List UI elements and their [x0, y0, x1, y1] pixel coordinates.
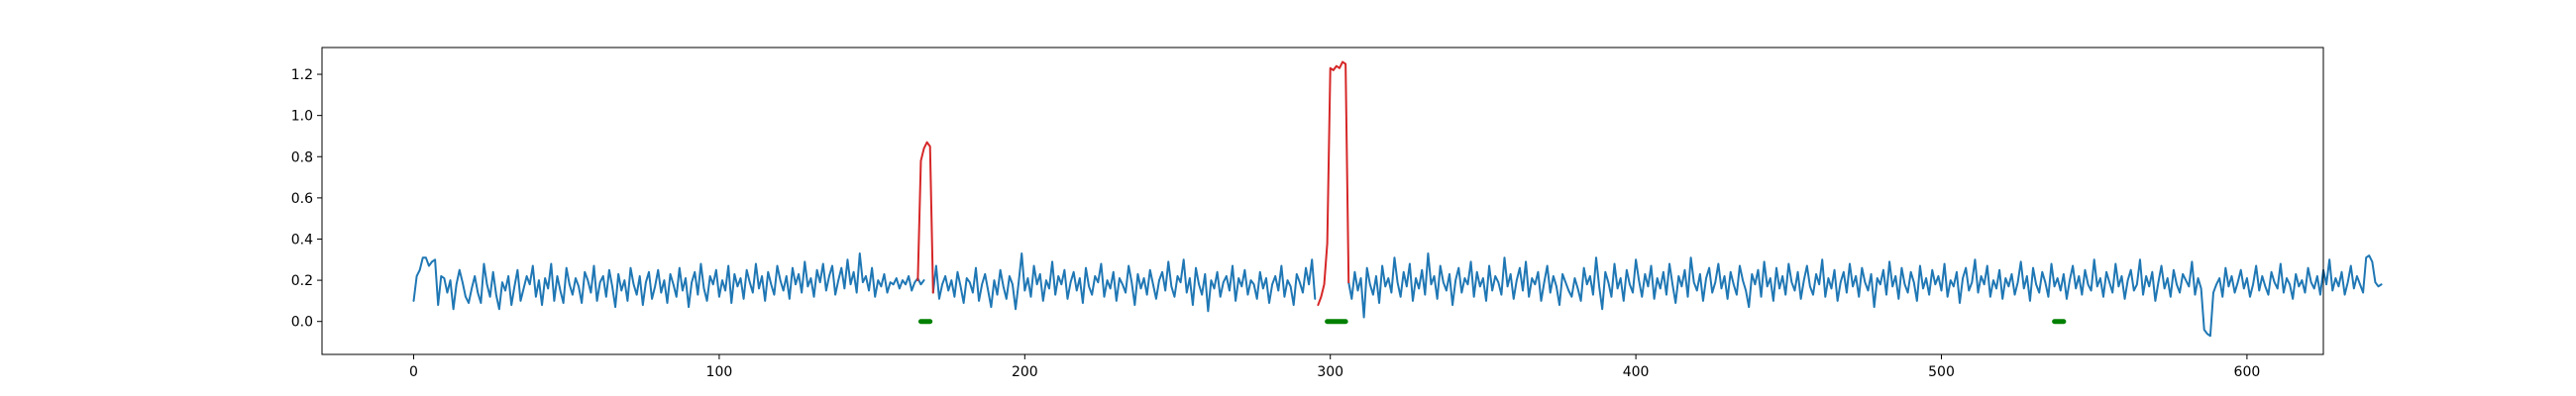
x-tick-label: 600	[2234, 364, 2261, 380]
x-tick-label: 500	[1928, 364, 1955, 380]
anomaly-series-line-0	[916, 141, 934, 294]
y-tick-label: 1.2	[291, 67, 313, 83]
signal-series-line-2	[1347, 252, 2383, 338]
y-axis-ticks: 0.0 0.2 0.4 0.6 0.8 1.0 1.2	[291, 67, 322, 331]
x-tick-label: 100	[706, 364, 733, 380]
x-axis-ticks: 0 100 200 300 400 500 600	[409, 354, 2260, 380]
x-tick-label: 0	[409, 364, 418, 380]
x-tick-label: 200	[1012, 364, 1038, 380]
series-layer	[412, 60, 2383, 338]
signal-series-line-1	[931, 252, 1317, 313]
y-tick-label: 0.4	[291, 232, 313, 248]
y-tick-label: 0.2	[291, 273, 313, 289]
y-tick-label: 0.6	[291, 191, 313, 207]
plot-frame	[321, 47, 2324, 355]
x-tick-label: 300	[1317, 364, 1343, 380]
y-tick-label: 1.0	[291, 109, 313, 125]
anomaly-series-line-1	[1317, 60, 1350, 307]
y-tick-label: 0.8	[291, 149, 313, 165]
x-tick-label: 400	[1623, 364, 1650, 380]
signal-series-line-0	[412, 252, 925, 311]
y-tick-label: 0.0	[291, 315, 313, 331]
